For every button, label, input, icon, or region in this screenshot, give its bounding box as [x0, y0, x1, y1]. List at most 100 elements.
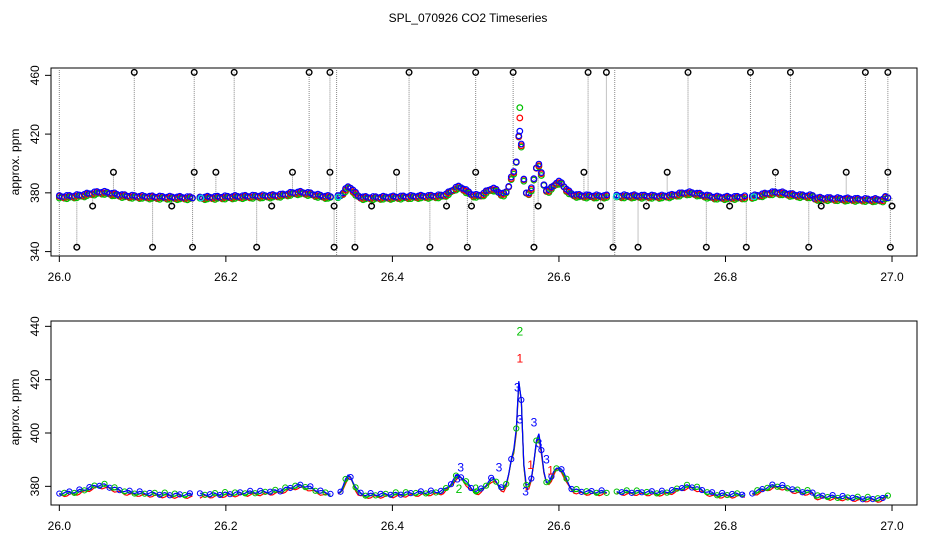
bottom-series-point: [136, 488, 143, 495]
top-outlier-point: [817, 202, 825, 210]
bottom-series-point: [548, 473, 555, 480]
top-outlier-point: [268, 202, 276, 210]
bottom-series-point: [131, 490, 138, 497]
top-outlier-point: [530, 243, 538, 251]
top-outlier-point: [886, 243, 894, 251]
bottom-series-point: [437, 487, 445, 494]
bottom-series-point: [247, 487, 254, 494]
bottom-series-point: [513, 425, 520, 432]
bottom-series-number-label: 2: [472, 482, 479, 496]
top-blue-point: [884, 194, 892, 202]
top-outlier-point: [405, 68, 413, 76]
bottom-series-point: [503, 480, 510, 488]
bottom-series-point: [573, 485, 580, 493]
bottom-series-number-label: 3: [522, 485, 529, 499]
bottom-series-point: [603, 489, 610, 496]
bottom-series-point: [653, 490, 660, 497]
bottom-series-point: [457, 474, 465, 481]
top-blue-point: [510, 168, 518, 175]
top-blue-point: [741, 192, 749, 200]
top-y-tick-label: 460: [28, 65, 42, 85]
top-outlier-point: [463, 243, 471, 251]
bottom-series-point: [96, 482, 103, 489]
bottom-series-point: [498, 484, 505, 491]
top-outlier-point: [468, 202, 476, 210]
bottom-panel: approx. ppm 26.0 26.2 26.4 26.6 26.8 27.0 380…: [8, 316, 918, 533]
top-outlier-point: [168, 202, 176, 210]
top-outlier-point: [702, 243, 710, 251]
top-outlier-point: [602, 68, 610, 76]
top-outlier-point: [149, 243, 157, 251]
bottom-series-point: [593, 489, 600, 496]
bottom-series-point: [357, 489, 364, 496]
top-outlier-point: [805, 243, 813, 251]
top-outlier-point: [472, 168, 480, 176]
bottom-x-tick-label: 26.0: [48, 519, 72, 533]
bottom-series-point: [884, 492, 891, 499]
top-outlier-point: [189, 243, 197, 251]
bottom-series-point: [598, 487, 605, 494]
bottom-series-point: [558, 466, 565, 473]
top-outlier-point: [351, 243, 359, 251]
top-x-tick-label: 26.0: [48, 270, 72, 284]
bottom-series-point: [809, 489, 816, 496]
bottom-plot-frame: [50, 320, 918, 506]
bottom-series-point: [864, 493, 871, 500]
bottom-series-point: [698, 486, 706, 494]
top-x-tick-label: 26.8: [714, 270, 738, 284]
bottom-series-point: [834, 494, 841, 502]
bottom-series-point: [533, 437, 540, 444]
bottom-series-point: [693, 483, 701, 490]
top-cyan-point: [612, 193, 620, 200]
bottom-series-point: [362, 492, 369, 499]
top-x-tick-label: 26.4: [381, 270, 405, 284]
top-outlier-point: [584, 68, 592, 76]
bottom-series-point: [769, 481, 776, 488]
top-blue-point: [515, 132, 523, 140]
top-outlier-point: [288, 168, 296, 176]
bottom-series-point: [663, 489, 671, 496]
top-outlier-point: [509, 68, 517, 76]
top-outlier-point: [634, 243, 642, 251]
top-outlier-point: [89, 202, 97, 210]
top-blue-point: [188, 194, 196, 202]
top-outlier-point: [368, 202, 376, 210]
bottom-series-point: [392, 489, 399, 496]
bottom-series-point: [538, 446, 545, 454]
top-outlier-point: [663, 168, 671, 176]
bottom-y-tick-label: 440: [28, 316, 42, 336]
top-outlier-point: [726, 202, 734, 210]
bottom-y-tick-label: 420: [28, 369, 42, 389]
top-y-tick-label: 380: [28, 183, 42, 203]
top-outlier-point: [861, 68, 869, 76]
top-y-tick-label: 420: [28, 124, 42, 144]
bottom-series-point: [347, 473, 354, 481]
top-outlier-point: [330, 243, 338, 251]
top-x-tick-label: 26.2: [214, 270, 238, 284]
bottom-series-point: [628, 489, 635, 496]
top-outlier-point: [884, 68, 892, 76]
bottom-series-point: [221, 489, 229, 496]
bottom-series-point: [467, 484, 475, 492]
bottom-y-axis-label: approx. ppm: [8, 379, 22, 446]
bottom-series-point: [488, 474, 495, 481]
figure-title: SPL_070926 CO2 Timeseries: [389, 11, 548, 25]
bottom-series-point: [854, 493, 861, 500]
bottom-series-point: [493, 478, 500, 485]
bottom-series-point: [623, 487, 630, 494]
top-blue-point: [527, 184, 535, 192]
bottom-series-point: [709, 489, 716, 496]
bottom-series-point: [528, 475, 535, 482]
top-outlier-point: [888, 202, 896, 210]
top-y-ticks: 340 380 420 460: [28, 65, 51, 262]
bottom-series-number-label: 1: [516, 351, 523, 365]
top-outlier-point: [771, 168, 779, 176]
top-cyan-point: [334, 193, 342, 201]
bottom-series-point: [739, 491, 746, 498]
bottom-x-tick-label: 26.4: [381, 519, 405, 533]
bottom-series-point: [126, 487, 133, 494]
bottom-series-point: [297, 481, 304, 488]
bottom-series-point: [799, 489, 806, 496]
